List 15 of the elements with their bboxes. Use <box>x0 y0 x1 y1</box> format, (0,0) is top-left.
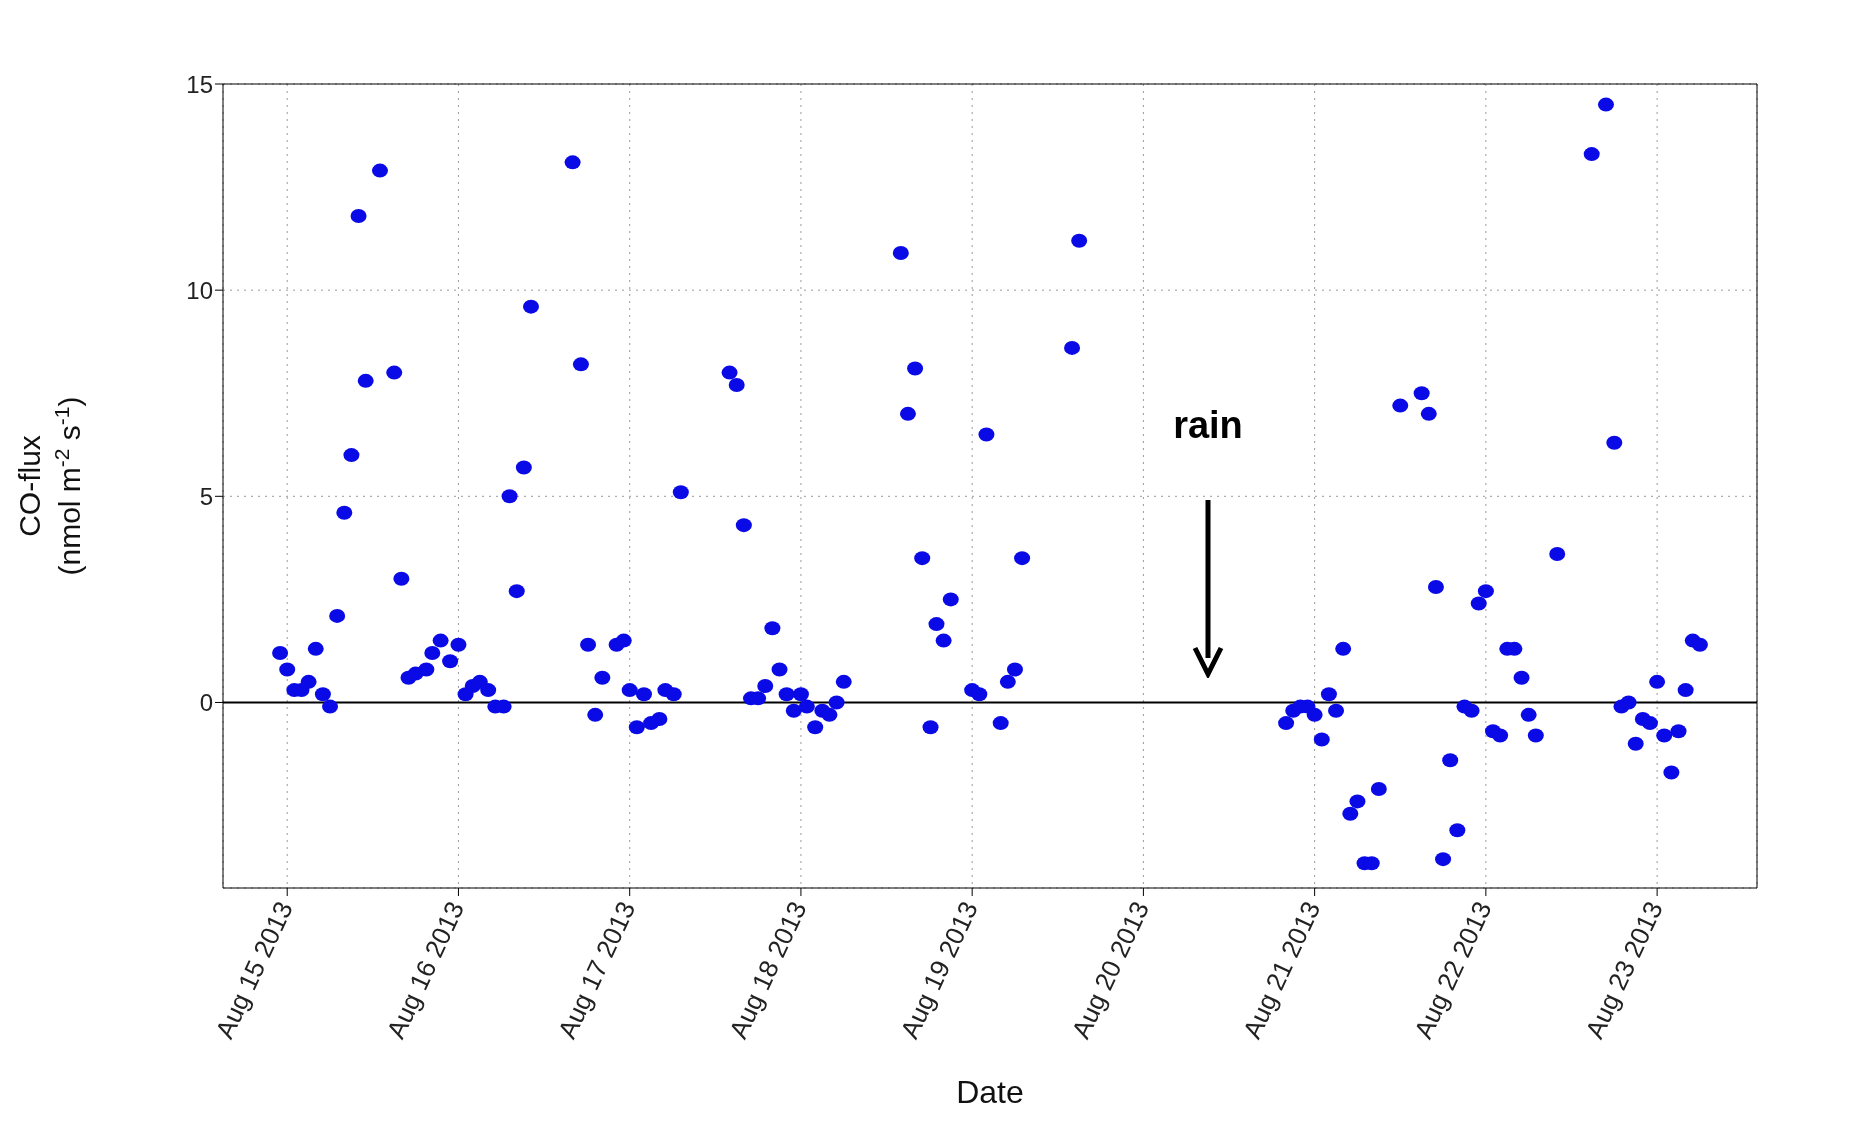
x-tick-label: Aug 21 2013 <box>1236 896 1327 1044</box>
y-tick-label: 10 <box>186 276 213 304</box>
x-tick-label: Aug 18 2013 <box>723 896 813 1044</box>
x-tick-label: Aug 16 2013 <box>380 896 471 1044</box>
x-tick-label: Aug 22 2013 <box>1408 896 1498 1044</box>
x-tick-label: Aug 23 2013 <box>1579 896 1669 1044</box>
y-tick-label: 15 <box>186 70 213 98</box>
x-tick-label: Aug 19 2013 <box>894 896 984 1044</box>
x-tick-label: Aug 17 2013 <box>551 896 642 1044</box>
annotation: rain <box>1172 403 1244 447</box>
y-tick-label: 0 <box>199 688 213 716</box>
y-tick-label: 5 <box>199 482 213 510</box>
x-tick-label: Aug 15 2013 <box>209 896 299 1044</box>
x-axis-title: Date <box>956 1074 1024 1110</box>
x-tick-label: Aug 20 2013 <box>1065 896 1156 1044</box>
